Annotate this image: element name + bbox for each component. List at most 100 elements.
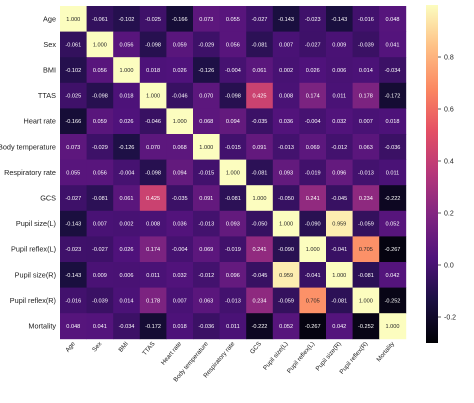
row-label: Sex	[43, 40, 56, 49]
cell-value-label: 0.026	[306, 68, 320, 74]
colorbar-tick-label: 0.8	[444, 55, 454, 62]
heatmap-cell	[352, 262, 380, 288]
heatmap-cell	[139, 313, 167, 340]
heatmap-cell	[60, 57, 87, 84]
heatmap-cell	[166, 134, 194, 160]
heatmap-cell	[166, 287, 194, 314]
cell-value-label: 0.011	[386, 170, 400, 176]
heatmap-cell	[193, 236, 220, 263]
heatmap-cell	[352, 210, 380, 237]
column-label: Sex	[91, 340, 104, 353]
cell-value-label: -0.045	[331, 196, 347, 202]
heatmap-cell	[166, 108, 194, 135]
heatmap-cell	[166, 210, 194, 237]
heatmap-cell	[139, 185, 167, 212]
heatmap-cell	[246, 313, 274, 340]
cell-value-label: 1.000	[66, 17, 80, 23]
cell-value-label: -0.036	[198, 324, 214, 330]
heatmap-cell	[113, 185, 141, 212]
cell-value-label: -0.029	[198, 42, 214, 48]
heatmap-cell	[326, 313, 353, 340]
column-label: Heart rate	[160, 340, 184, 366]
cell-value-label: 0.959	[332, 222, 346, 228]
row-label: Mortality	[28, 322, 56, 331]
heatmap-cell	[60, 236, 87, 263]
heatmap-cell	[193, 31, 220, 58]
heatmap-cell	[299, 31, 327, 58]
cell-value-label: -0.081	[331, 298, 347, 304]
heatmap-cell	[113, 262, 141, 288]
cell-value-label: 0.056	[120, 42, 134, 48]
heatmap-cell	[272, 236, 300, 263]
cell-value-label: -0.126	[198, 68, 214, 74]
cell-value-label: 0.234	[253, 298, 267, 304]
cell-value-label: -0.004	[225, 68, 241, 74]
cell-value-label: 0.094	[226, 119, 240, 125]
cell-value-label: 0.002	[120, 222, 134, 228]
heatmap-cell	[193, 57, 220, 84]
heatmap-cell	[379, 134, 407, 160]
heatmap-cell	[113, 6, 141, 32]
cell-value-label: 0.014	[120, 298, 134, 304]
heatmap-cell	[272, 57, 300, 84]
cell-value-label: 0.096	[332, 170, 346, 176]
cell-value-label: 0.008	[146, 222, 160, 228]
cell-value-label: -0.039	[358, 42, 374, 48]
cell-value-label: 1.000	[93, 42, 107, 48]
heatmap-cell	[60, 210, 87, 237]
heatmap-cell	[246, 262, 274, 288]
heatmap-cell	[326, 82, 353, 109]
cell-value-label: -0.041	[305, 273, 321, 279]
heatmap-cell	[246, 287, 274, 314]
cell-value-label: -0.090	[278, 247, 294, 253]
heatmap-cell	[326, 159, 353, 186]
heatmap-cell	[246, 134, 274, 160]
cell-value-label: 0.055	[226, 17, 240, 23]
cell-value-label: -0.143	[331, 17, 347, 23]
heatmap-cell	[113, 159, 141, 186]
heatmap-cell	[379, 108, 407, 135]
cell-value-label: 0.007	[93, 222, 107, 228]
cell-value-label: 1.000	[332, 273, 346, 279]
heatmap-cell	[113, 82, 141, 109]
cell-value-label: -0.090	[305, 222, 321, 228]
heatmap-cell	[272, 185, 300, 212]
cell-value-label: 1.000	[120, 68, 134, 74]
cell-value-label: -0.027	[92, 247, 108, 253]
cell-value-label: 1.000	[359, 298, 373, 304]
heatmap-cell	[299, 210, 327, 237]
heatmap-cell	[379, 210, 407, 237]
cell-value-label: -0.041	[331, 247, 347, 253]
cell-value-label: -0.222	[252, 324, 268, 330]
heatmap-cell	[219, 57, 247, 84]
row-label: TTAS	[38, 91, 56, 100]
cell-value-label: 0.241	[306, 196, 320, 202]
heatmap-cell	[352, 236, 380, 263]
colorbar-tick-label: 0.6	[444, 107, 454, 114]
heatmap-cell	[193, 262, 220, 288]
cell-value-label: 0.042	[332, 324, 346, 330]
heatmap-cell	[379, 159, 407, 186]
heatmap-cell	[299, 287, 327, 314]
cell-value-label: 0.026	[120, 119, 134, 125]
row-label: Age	[43, 14, 56, 23]
cell-value-label: 0.070	[146, 145, 160, 151]
heatmap-cell	[139, 134, 167, 160]
heatmap-cell	[219, 287, 247, 314]
heatmap-cell	[86, 262, 114, 288]
cell-value-label: 0.056	[93, 68, 107, 74]
heatmap-cell	[246, 185, 274, 212]
cell-value-label: -0.102	[65, 68, 81, 74]
heatmap-cell	[352, 134, 380, 160]
column-label: BMI	[117, 340, 130, 353]
row-label: Heart rate	[24, 117, 56, 126]
heatmap-cell	[352, 57, 380, 84]
cell-value-label: -0.081	[92, 196, 108, 202]
heatmap-cell	[219, 6, 247, 32]
cell-value-label: -0.012	[198, 273, 214, 279]
cell-value-label: -0.102	[119, 17, 135, 23]
heatmap-cell	[219, 108, 247, 135]
heatmap-cell	[379, 313, 407, 340]
heatmap-cell	[352, 159, 380, 186]
cell-value-label: -0.016	[65, 298, 81, 304]
